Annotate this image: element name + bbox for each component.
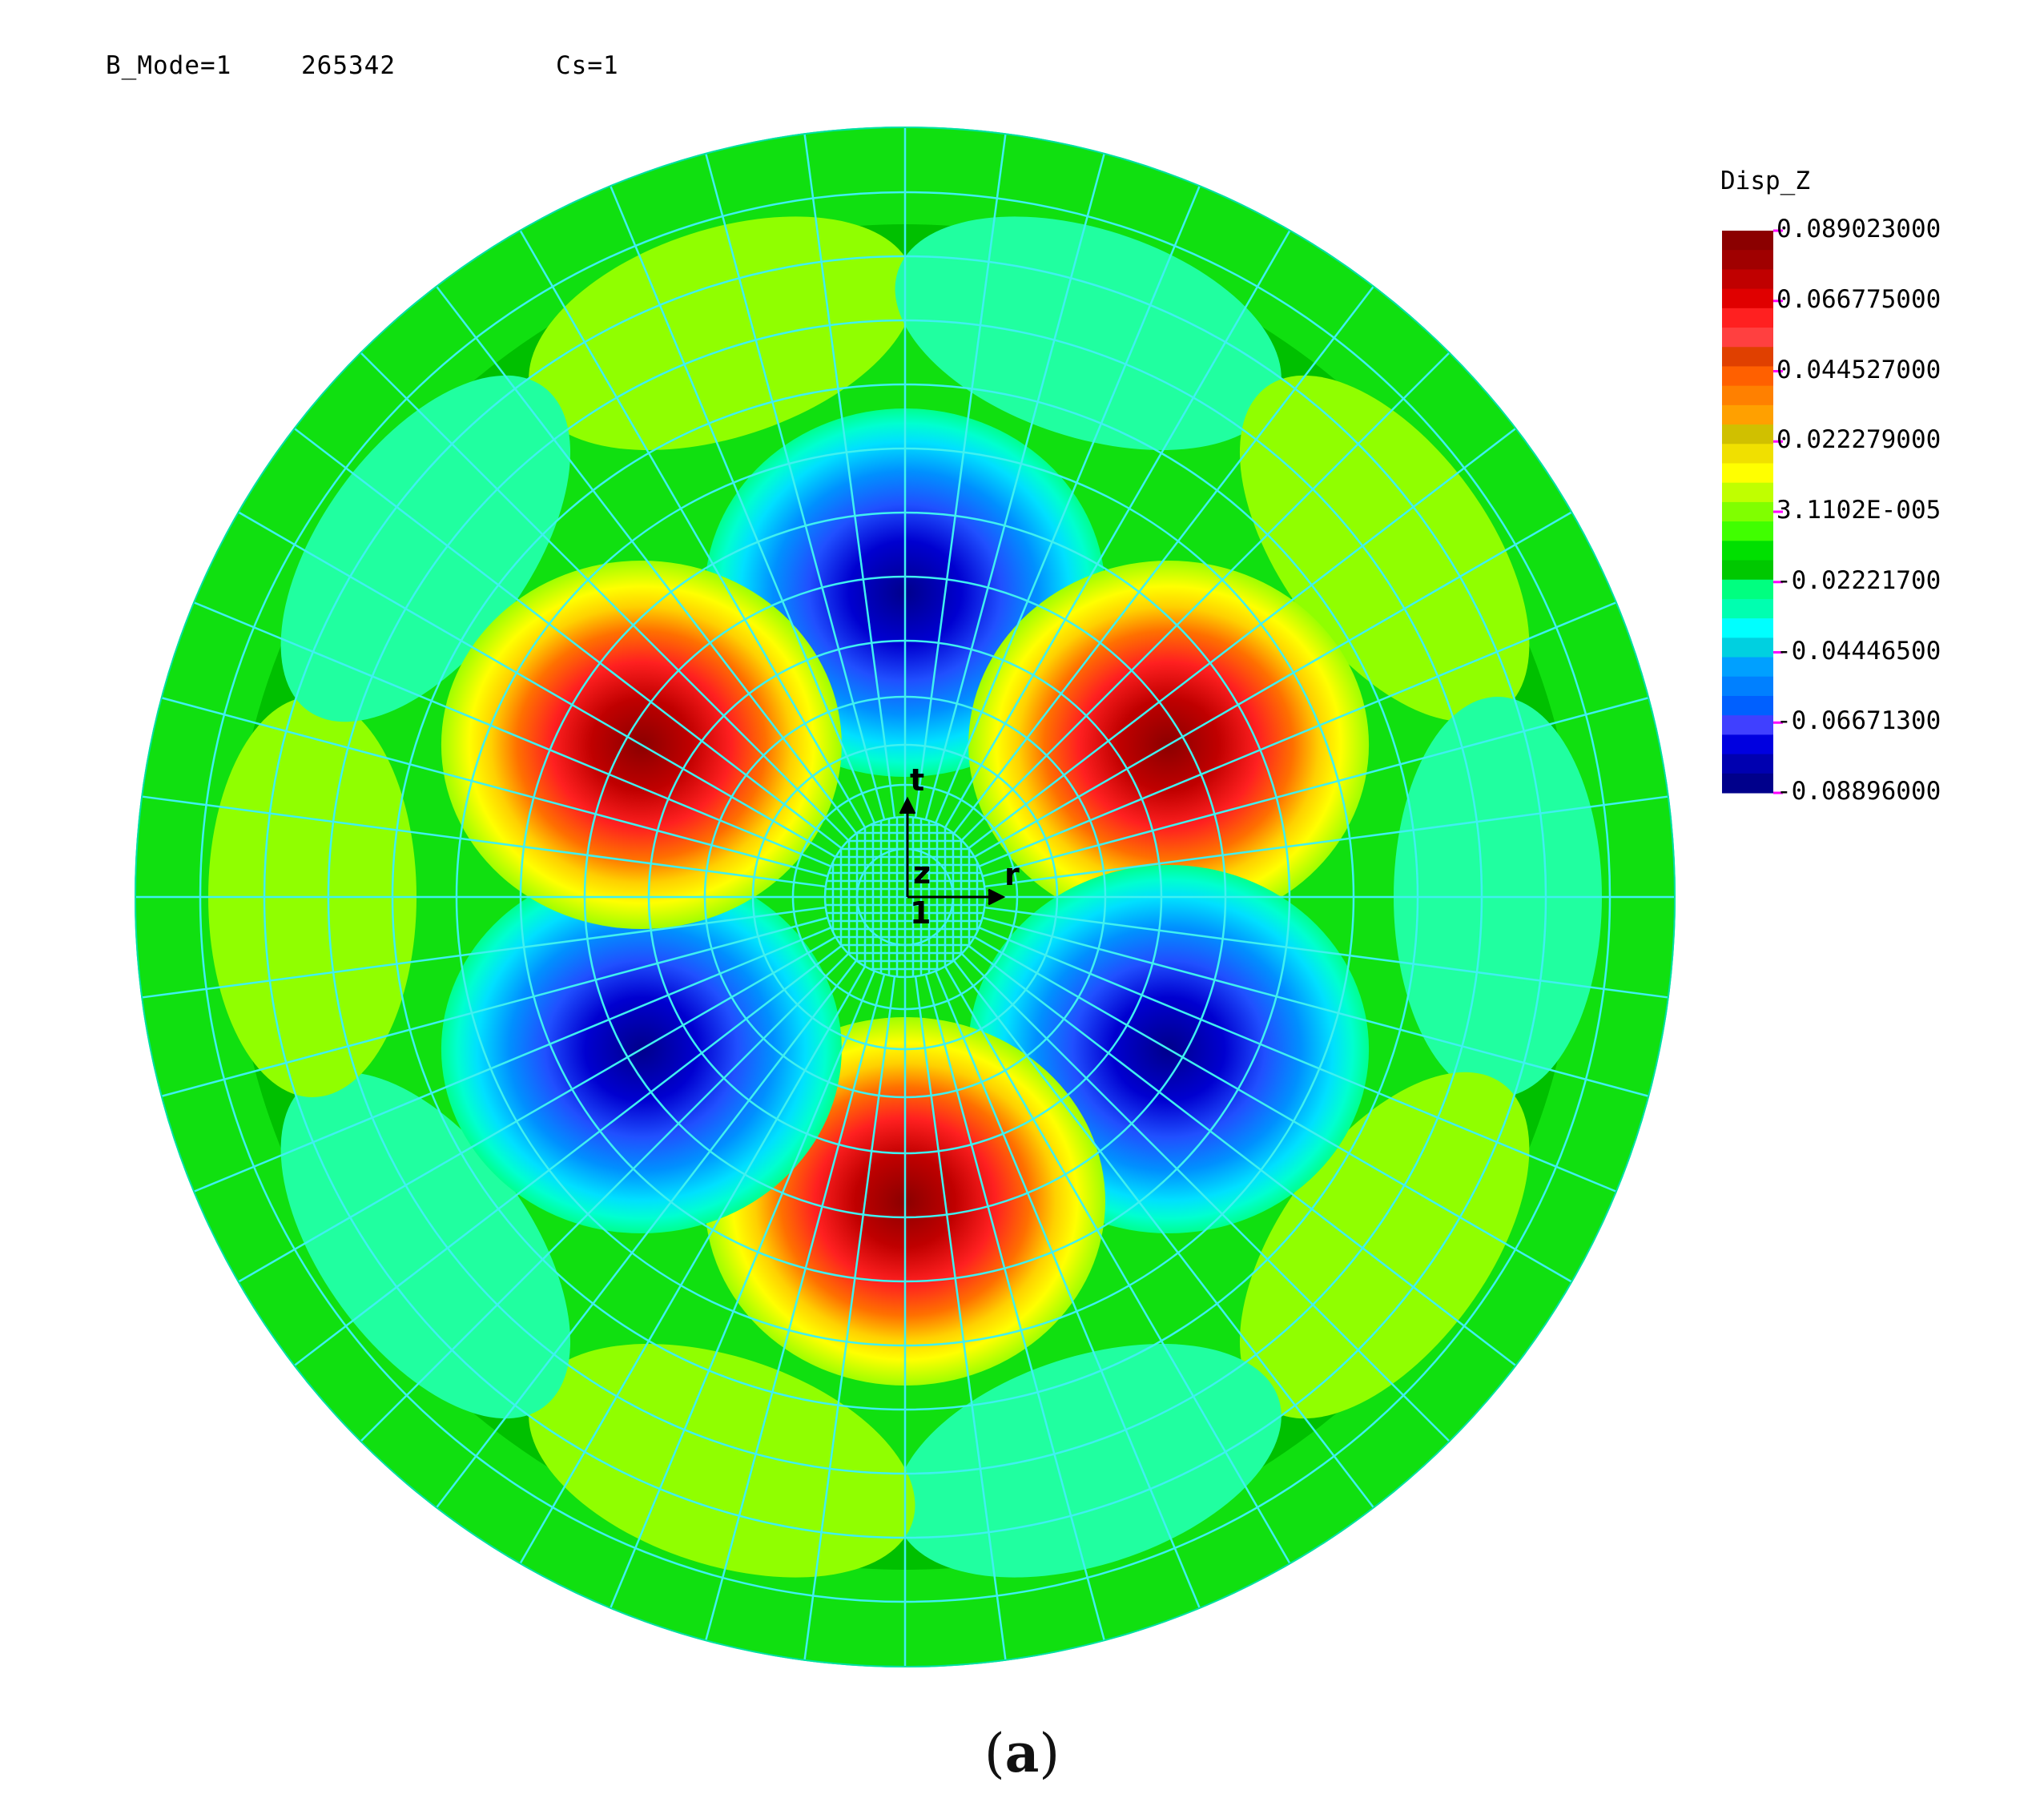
mesh-spoke: [935, 970, 1201, 1610]
axis-t-label: t: [910, 762, 925, 798]
mesh-spoke: [935, 184, 1201, 824]
legend-swatch: [1722, 482, 1773, 503]
mesh-spoke: [237, 510, 837, 859]
mesh-spoke: [914, 133, 1007, 819]
mesh-spoke: [192, 601, 832, 867]
legend-swatch: [1722, 560, 1773, 581]
mesh-spoke: [237, 935, 837, 1284]
outer-negative-lobe: [280, 375, 571, 722]
figure-caption: (a): [984, 1722, 1060, 1784]
cs-label: Cs=1: [556, 51, 619, 80]
modal-contour-plot: [135, 127, 1783, 1667]
mesh-spoke: [293, 944, 843, 1367]
outer-positive-lobe: [1239, 1072, 1530, 1419]
legend-swatch: [1722, 676, 1773, 697]
mesh-spoke: [293, 427, 843, 850]
legend-swatch: [1722, 347, 1773, 367]
legend-swatch: [1722, 385, 1773, 406]
mesh-spoke: [984, 906, 1669, 999]
legend-swatch: [1722, 366, 1773, 387]
mesh-spoke: [973, 510, 1573, 859]
mesh-spoke: [968, 944, 1517, 1367]
coordinate-triad: [899, 796, 1006, 906]
legend-swatch: [1722, 231, 1773, 251]
mesh-spoke: [704, 152, 886, 820]
mesh-spoke: [924, 152, 1106, 820]
axis-z-label: z: [913, 855, 931, 891]
legend-swatch: [1722, 424, 1773, 444]
legend-swatch: [1722, 288, 1773, 309]
mesh-spoke: [160, 696, 828, 878]
mesh-spoke: [978, 601, 1618, 867]
mesh-spoke: [359, 351, 850, 842]
mesh-spoke: [160, 916, 828, 1098]
mesh-spoke: [518, 965, 867, 1565]
legend-value: -0.08896000: [1776, 777, 1941, 806]
legend-swatch: [1722, 715, 1773, 735]
mesh-spoke: [984, 795, 1669, 888]
mesh-spoke: [192, 927, 832, 1193]
mesh-spoke: [944, 229, 1292, 829]
legend-swatch: [1722, 444, 1773, 464]
legend-title: Disp_Z: [1720, 167, 1810, 195]
mesh-spoke: [609, 970, 875, 1610]
legend-swatch: [1722, 638, 1773, 658]
legend-swatch: [1722, 754, 1773, 774]
color-legend-bar: [1722, 229, 1783, 794]
legend-value: 0.066775000: [1776, 284, 1941, 314]
legend-value: -0.06671300: [1776, 706, 1941, 736]
mesh-spoke: [609, 184, 875, 824]
outer-positive-lobe: [1239, 375, 1530, 722]
mesh-spoke: [803, 133, 896, 819]
mesh-spoke: [141, 795, 827, 888]
legend-value: 0.089023000: [1776, 215, 1941, 243]
mode-label: B_Mode=1: [106, 51, 232, 80]
legend-value: -0.04446500: [1776, 636, 1941, 666]
outer-negative-lobe: [280, 1072, 571, 1419]
mode-value: 265342: [301, 51, 396, 80]
mesh-spoke: [968, 427, 1517, 850]
legend-swatch: [1722, 541, 1773, 561]
mesh-spoke: [960, 351, 1451, 842]
mesh-spoke: [982, 916, 1650, 1098]
legend-swatch: [1722, 734, 1773, 755]
legend-swatch: [1722, 328, 1773, 348]
mesh-spoke: [704, 974, 886, 1642]
mesh-spoke: [435, 959, 858, 1509]
legend-value: 0.022279000: [1776, 425, 1941, 455]
mesh-spoke: [924, 974, 1106, 1642]
legend-swatch: [1722, 250, 1773, 270]
disc-field: [135, 127, 1676, 1667]
legend-swatch: [1722, 598, 1773, 619]
mesh-spoke: [359, 952, 850, 1443]
mesh-spoke: [518, 229, 867, 829]
mesh-spoke: [960, 952, 1451, 1443]
legend-swatch: [1722, 657, 1773, 678]
mesh-spoke: [944, 965, 1292, 1565]
axis-r-label: r: [1004, 857, 1020, 892]
mesh-spoke: [952, 959, 1375, 1509]
mesh-spoke: [435, 285, 858, 835]
legend-swatch: [1722, 404, 1773, 425]
legend-swatch: [1722, 308, 1773, 328]
legend-swatch: [1722, 521, 1773, 541]
legend-swatch: [1722, 773, 1773, 794]
mesh-spoke: [914, 975, 1007, 1661]
legend-swatch: [1722, 463, 1773, 484]
legend-swatch: [1722, 579, 1773, 600]
legend-value: 0.044527000: [1776, 355, 1941, 384]
mesh-spoke: [978, 927, 1618, 1193]
legend-swatch: [1722, 269, 1773, 290]
mesh-spoke: [973, 935, 1573, 1284]
legend-value: 3.1102E-005: [1776, 496, 1941, 525]
mesh-spoke: [982, 696, 1650, 878]
axis-1-label: 1: [910, 895, 931, 931]
legend-swatch: [1722, 618, 1773, 638]
mesh-spoke: [141, 906, 827, 999]
legend-value: -0.02221700: [1776, 565, 1941, 595]
legend-swatch: [1722, 695, 1773, 716]
mesh-spoke: [952, 285, 1375, 835]
mesh-spoke: [803, 975, 896, 1661]
legend-swatch: [1722, 501, 1773, 522]
